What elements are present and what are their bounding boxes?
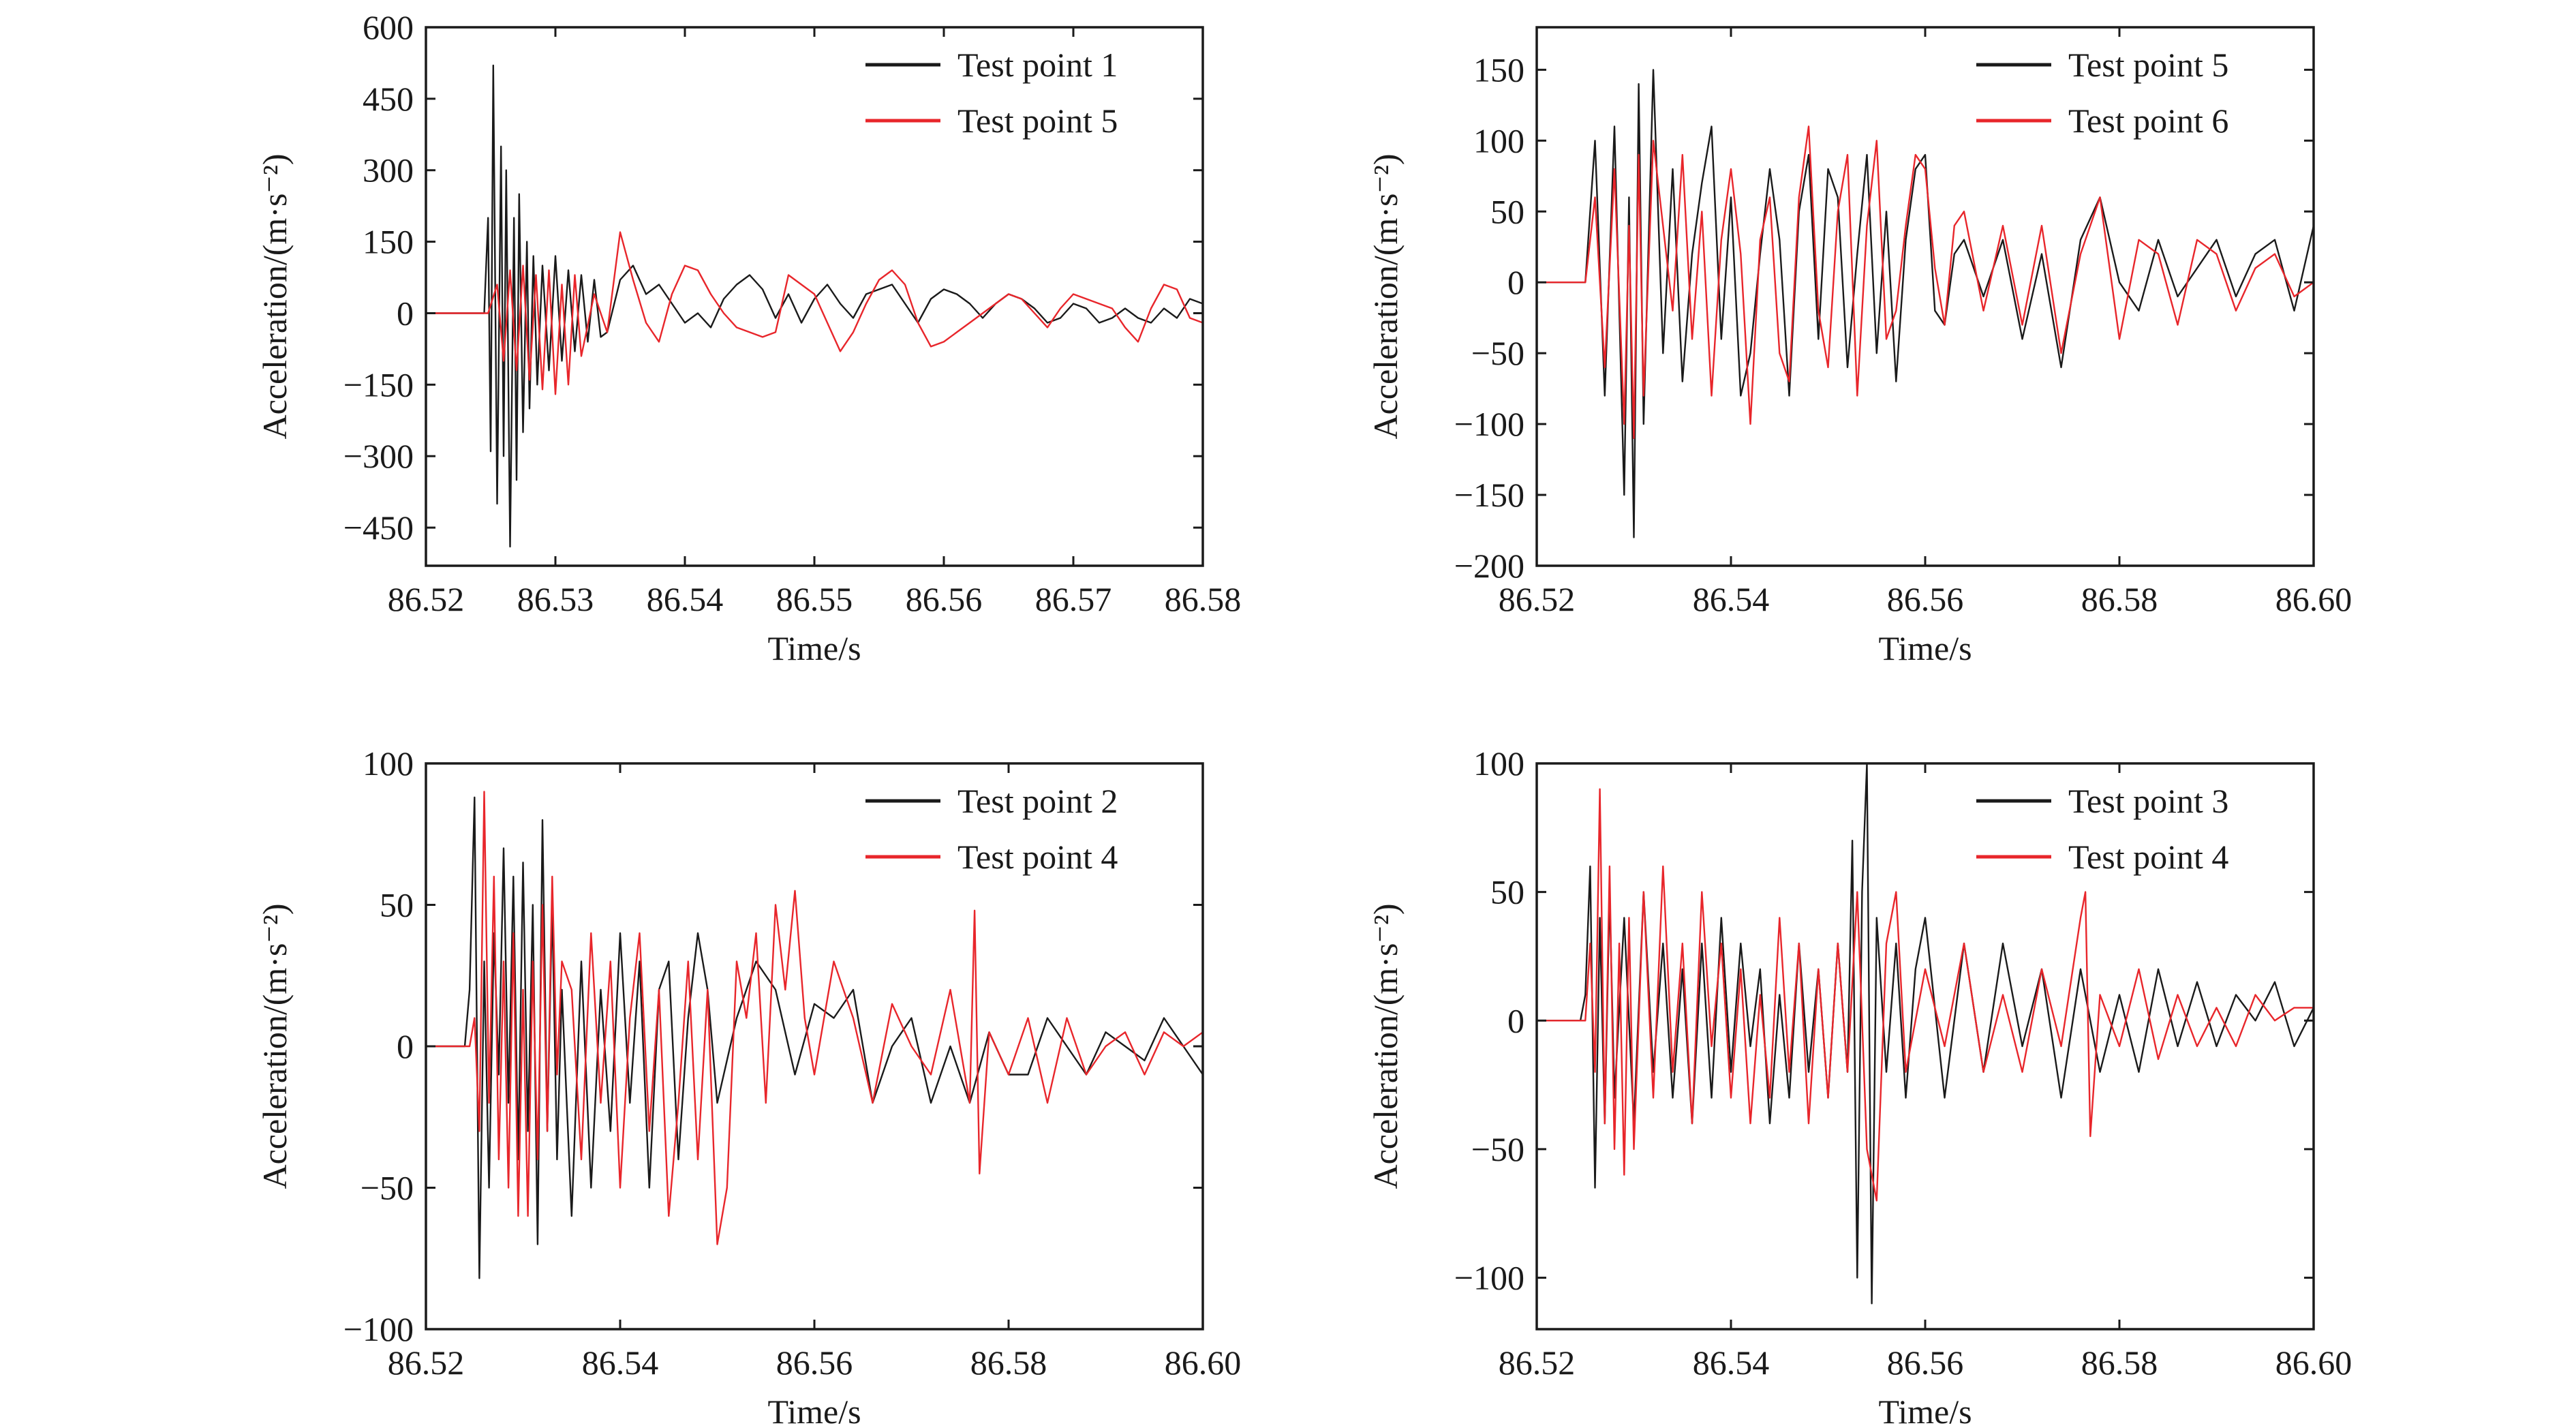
y-axis-label: Acceleration/(m·s⁻²) [256,904,294,1189]
y-tick-label: −100 [1454,1259,1524,1297]
y-tick-label: −50 [361,1169,414,1207]
chart-panel-2: 86.52 86.54 86.56 86.58 86.60 150 100 50 0 −50 −10… [1366,26,2352,667]
y-tick-label: 0 [1507,263,1524,301]
y-tick-label: −150 [343,365,414,404]
y-tick-label: 0 [1507,1001,1524,1039]
chart-panel-1: 86.52 86.53 86.54 86.55 86.56 86.57 86.58 600 45… [256,8,1241,667]
x-axis-label: Time/s [767,1393,861,1428]
x-tick-label: 86.52 [388,1343,465,1382]
y-tick-label: 50 [380,886,414,924]
legend-entry-2: Test point 5 [865,102,1118,140]
y-tick-label: −300 [343,437,414,475]
legend-entry-1: Test point 5 [1976,46,2228,84]
y-tick-label: 100 [1473,744,1524,783]
y-axis-label: Acceleration/(m·s⁻²) [1366,154,1405,440]
legend-entry-1: Test point 1 [865,46,1118,84]
x-axis-label: Time/s [1878,629,1972,667]
y-tick-label: 100 [363,744,414,783]
x-tick-label: 86.60 [1165,1343,1242,1382]
y-axis-label: Acceleration/(m·s⁻²) [256,154,294,440]
series-line-1 [1537,69,2314,538]
series-line-2 [1537,788,2314,1202]
x-tick-label: 86.53 [517,580,594,618]
y-tick-label: −200 [1454,547,1524,585]
x-tick-label: 86.58 [1165,580,1242,618]
legend-label: Test point 5 [957,102,1118,140]
legend-entry-1: Test point 2 [865,782,1118,820]
x-tick-label: 86.56 [1887,580,1964,618]
y-tick-label: −150 [1454,476,1524,514]
y-axis-label: Acceleration/(m·s⁻²) [1366,904,1405,1189]
x-tick-label: 86.54 [582,1343,659,1382]
y-tick-label: 150 [363,223,414,261]
legend-entry-2: Test point 4 [865,838,1118,876]
x-tick-label: 86.58 [2081,580,2158,618]
y-tick-label: 300 [363,151,414,189]
y-tick-label: 50 [1490,192,1524,230]
y-tick-label: 450 [363,80,414,118]
x-tick-label: 86.55 [776,580,853,618]
x-tick-label: 86.60 [2275,1343,2352,1382]
x-tick-label: 86.57 [1035,580,1112,618]
y-tick-label: −50 [1471,334,1524,372]
x-tick-label: 86.52 [388,580,465,618]
x-tick-label: 86.54 [647,580,724,618]
chart-panel-3: 86.52 86.54 86.56 86.58 86.60 100 50 0 −50 −100 Ti… [256,744,1241,1428]
y-tick-label: −50 [1471,1130,1524,1168]
x-axis-label: Time/s [767,629,861,667]
y-tick-label: −100 [1454,405,1524,443]
y-tick-label: −100 [343,1310,414,1348]
x-tick-label: 86.54 [1693,580,1770,618]
series-line-2 [426,231,1203,395]
series-line-2 [1537,125,2314,440]
x-tick-label: 86.52 [1499,1343,1576,1382]
x-tick-label: 86.52 [1499,580,1576,618]
x-tick-label: 86.58 [970,1343,1047,1382]
y-tick-label: 0 [397,1027,414,1065]
legend-label: Test point 5 [2068,46,2228,84]
legend-label: Test point 4 [2068,838,2228,876]
legend-entry-2: Test point 4 [1976,838,2228,876]
x-tick-label: 86.56 [776,1343,853,1382]
legend-label: Test point 1 [957,46,1118,84]
x-tick-label: 86.56 [906,580,983,618]
y-tick-label: 0 [397,294,414,332]
y-tick-label: −450 [343,508,414,547]
legend-entry-2: Test point 6 [1976,102,2228,140]
legend-label: Test point 6 [2068,102,2228,140]
x-tick-label: 86.54 [1693,1343,1770,1382]
x-tick-label: 86.56 [1887,1343,1964,1382]
x-axis-label: Time/s [1878,1393,1972,1428]
legend-label: Test point 3 [2068,782,2228,820]
chart-panel-4: 86.52 86.54 86.56 86.58 86.60 100 50 0 −50 −100 Ti… [1366,744,2352,1428]
y-tick-label: 50 [1490,873,1524,911]
legend-label: Test point 2 [957,782,1118,820]
y-tick-label: 150 [1473,50,1524,89]
legend-label: Test point 4 [957,838,1118,876]
legend-entry-1: Test point 3 [1976,782,2228,820]
series-line-2 [426,791,1203,1245]
y-tick-label: 600 [363,8,414,46]
y-tick-label: 100 [1473,121,1524,159]
x-tick-label: 86.58 [2081,1343,2158,1382]
x-tick-label: 86.60 [2275,580,2352,618]
series-line-1 [426,64,1203,548]
